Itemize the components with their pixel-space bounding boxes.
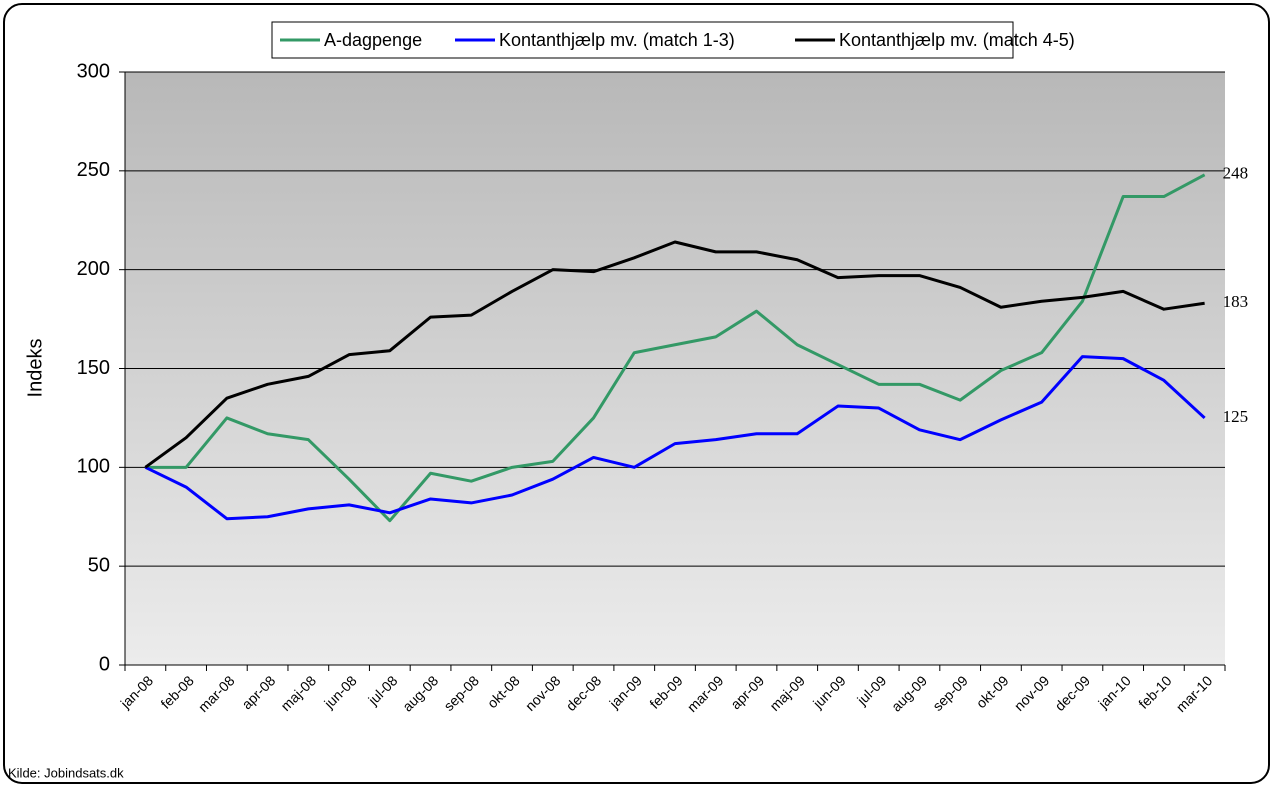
- y-tick-label: 250: [77, 159, 110, 181]
- series-line: [145, 173, 1206, 523]
- end-value-label: 125: [1223, 407, 1249, 426]
- series-line: [144, 355, 1206, 521]
- series-line: [144, 240, 1205, 469]
- legend-label: A-dagpenge: [324, 30, 422, 50]
- legend-label: Kontanthjælp mv. (match 1-3): [499, 30, 735, 50]
- legend: [271, 21, 1014, 59]
- y-tick-label: 300: [77, 60, 110, 82]
- legend-label: Kontanthjælp mv. (match 4-5): [839, 30, 1075, 50]
- source-note: Kilde: Jobindsats.dk: [8, 765, 124, 780]
- end-value-label: 248: [1223, 164, 1249, 183]
- y-tick-label: 50: [88, 554, 110, 576]
- y-tick-label: 200: [77, 258, 110, 280]
- y-axis-label: Indeks: [24, 339, 46, 398]
- y-tick-label: 0: [99, 653, 110, 675]
- y-tick-label: 150: [77, 357, 110, 379]
- y-tick-label: 100: [77, 456, 110, 478]
- end-value-label: 183: [1223, 292, 1249, 311]
